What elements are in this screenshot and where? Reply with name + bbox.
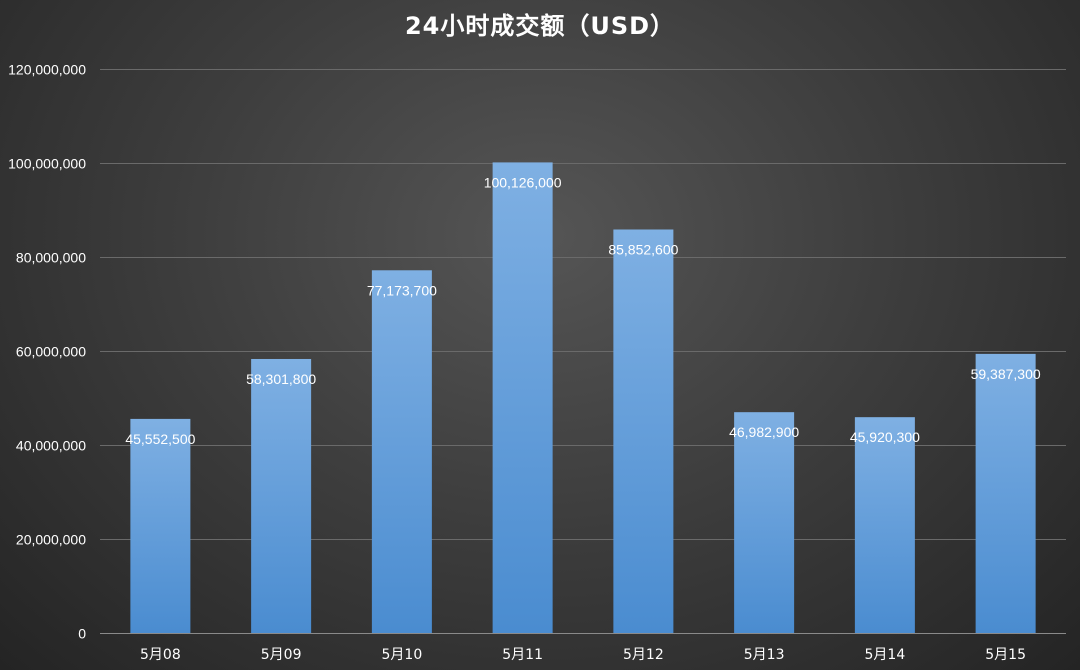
x-category-label: 5月12	[623, 647, 664, 663]
y-tick-label: 40,000,000	[16, 438, 86, 454]
x-axis-category-labels: 5月08 5月09 5月10 5月11 5月12 5月13 5月14 5月15	[140, 647, 1026, 663]
data-labels: 45,552,500 58,301,800 77,173,700 100,126,00…	[125, 174, 1041, 446]
data-label: 85,852,600	[608, 241, 678, 257]
x-category-label: 5月08	[140, 647, 181, 663]
bar	[854, 417, 915, 633]
bar	[613, 229, 674, 633]
bar	[371, 270, 432, 633]
chart-title: 24小时成交额（USD）	[404, 12, 676, 40]
y-tick-label: 60,000,000	[16, 344, 86, 360]
y-tick-label: 20,000,000	[16, 532, 86, 548]
bar	[734, 412, 795, 633]
bar	[492, 162, 553, 633]
y-tick-label: 100,000,000	[8, 156, 86, 172]
x-category-label: 5月09	[261, 647, 302, 663]
x-category-label: 5月15	[985, 647, 1026, 663]
x-category-label: 5月13	[744, 647, 785, 663]
x-category-label: 5月14	[865, 647, 906, 663]
y-tick-label: 0	[78, 626, 86, 642]
data-label: 100,126,000	[484, 174, 562, 190]
bars	[130, 162, 1036, 633]
bar	[975, 353, 1036, 633]
gridlines	[100, 69, 1066, 634]
y-tick-label: 80,000,000	[16, 250, 86, 266]
y-axis-tick-labels: 0 20,000,000 40,000,000 60,000,000 80,000,00…	[8, 62, 86, 642]
y-tick-label: 120,000,000	[8, 62, 86, 78]
data-label: 45,552,500	[125, 431, 195, 447]
data-label: 77,173,700	[367, 282, 437, 298]
x-category-label: 5月10	[382, 647, 423, 663]
data-label: 58,301,800	[246, 371, 316, 387]
data-label: 59,387,300	[971, 366, 1041, 382]
data-label: 46,982,900	[729, 424, 799, 440]
bar	[130, 418, 191, 633]
bar	[251, 358, 312, 633]
x-category-label: 5月11	[502, 647, 543, 663]
data-label: 45,920,300	[850, 429, 920, 445]
